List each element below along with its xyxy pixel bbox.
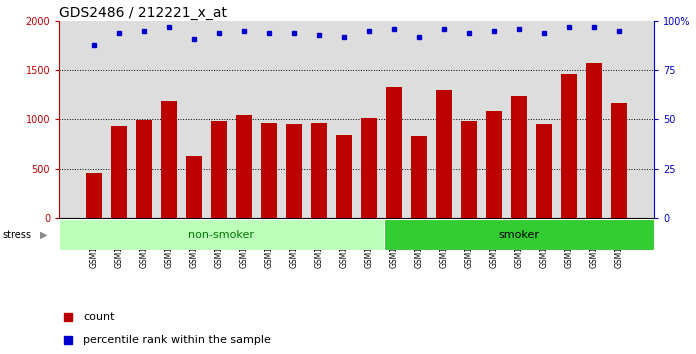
Bar bbox=[286, 124, 302, 218]
Bar bbox=[411, 136, 427, 218]
Bar bbox=[486, 111, 503, 218]
Bar bbox=[59, 219, 383, 250]
Text: count: count bbox=[83, 312, 114, 322]
Bar bbox=[536, 124, 552, 218]
Bar bbox=[86, 172, 102, 218]
Bar bbox=[161, 101, 177, 218]
Bar bbox=[561, 74, 577, 218]
Text: ▶: ▶ bbox=[40, 230, 48, 240]
Bar bbox=[361, 118, 377, 218]
Bar bbox=[436, 90, 452, 218]
Text: smoker: smoker bbox=[498, 229, 539, 240]
Bar bbox=[611, 103, 627, 218]
Bar bbox=[111, 126, 127, 218]
Bar bbox=[586, 63, 602, 218]
Bar bbox=[261, 124, 278, 218]
Bar bbox=[383, 219, 654, 250]
Bar bbox=[386, 87, 402, 218]
Bar bbox=[336, 135, 352, 218]
Bar bbox=[186, 156, 203, 218]
Bar bbox=[511, 96, 528, 218]
Bar bbox=[136, 120, 152, 218]
Bar bbox=[211, 121, 228, 218]
Text: percentile rank within the sample: percentile rank within the sample bbox=[83, 335, 271, 346]
Bar bbox=[311, 124, 327, 218]
Text: stress: stress bbox=[2, 230, 31, 240]
Bar bbox=[236, 115, 253, 218]
Text: GDS2486 / 212221_x_at: GDS2486 / 212221_x_at bbox=[59, 6, 227, 20]
Bar bbox=[461, 121, 477, 218]
Text: non-smoker: non-smoker bbox=[189, 229, 255, 240]
